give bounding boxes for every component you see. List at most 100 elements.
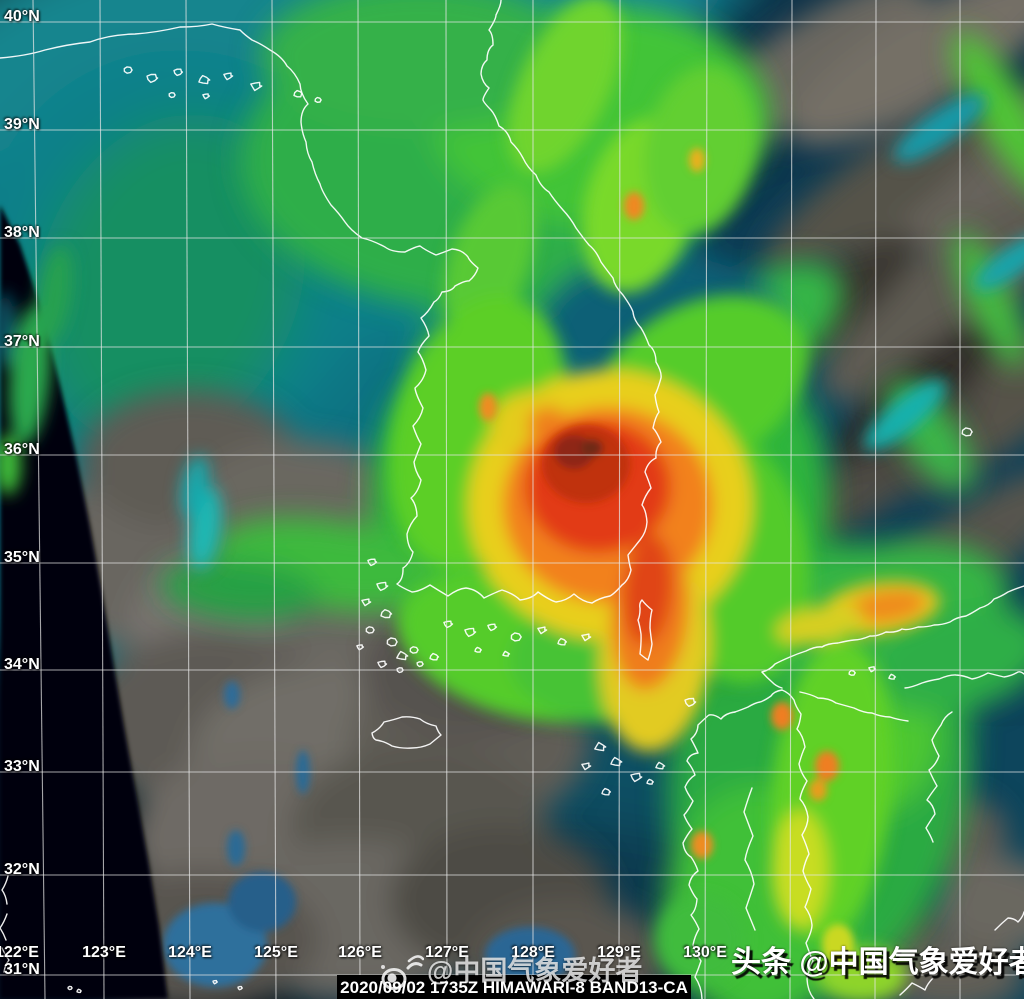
lat-label-34n: 34°N [4, 656, 40, 673]
island-outline [646, 778, 654, 785]
coastline-ariake [743, 787, 756, 931]
meridian-line [99, 0, 105, 999]
island-outline [474, 646, 482, 653]
coastline-shikoku-west [925, 711, 953, 843]
island-outline [377, 660, 388, 669]
island-outline [610, 756, 623, 767]
lat-label-38n: 38°N [4, 224, 40, 241]
meridian-line [874, 0, 877, 999]
coastline-kyushu-east [781, 689, 815, 999]
island-outline [684, 697, 697, 707]
lon-label-129e: 129°E [597, 944, 641, 961]
island-outline [581, 762, 592, 771]
meridian-line [445, 0, 448, 999]
island-outline [212, 979, 218, 985]
meridian-line [704, 0, 708, 999]
island-outline [356, 644, 365, 651]
island-outline [173, 68, 184, 77]
weibo-watermark: @中国气象爱好者 [378, 954, 642, 992]
meridian-line [789, 0, 793, 999]
coastline-kyushu-se [899, 977, 934, 996]
island-outline [202, 93, 211, 100]
island-outline [361, 598, 372, 607]
coastline-china [1, 947, 10, 973]
island-outline [409, 646, 419, 654]
coastline-kyushu-north [734, 689, 783, 713]
weibo-handle-text: @中国气象爱好者 [427, 956, 643, 986]
island-outline [416, 661, 424, 668]
lat-label-32n: 32°N [4, 861, 40, 878]
island-outline [293, 89, 303, 98]
lon-label-122e: 122°E [0, 944, 39, 961]
coastline-shimonoseki [761, 671, 783, 689]
coastline-china [1, 875, 9, 905]
lat-label-39n: 39°N [4, 116, 40, 133]
island-outline [168, 92, 176, 99]
lat-label-37n: 37°N [4, 333, 40, 350]
lat-label-36n: 36°N [4, 441, 40, 458]
island-outline [198, 74, 211, 85]
lon-label-128e: 128°E [511, 944, 555, 961]
island-outline [380, 609, 393, 619]
lon-label-125e: 125°E [254, 944, 298, 961]
coastline-shikoku-south [994, 911, 1024, 931]
island-outline [581, 633, 592, 642]
island-outline [67, 985, 73, 991]
island-outline [961, 427, 973, 437]
island-outline [365, 626, 375, 634]
island-outline [557, 637, 568, 646]
island-outline [76, 988, 82, 994]
island-outline [655, 761, 666, 770]
meridian-line [618, 0, 621, 999]
lat-label-33n: 33°N [4, 758, 40, 775]
coastline-kyushu-west [682, 711, 736, 999]
island-outline [848, 669, 856, 676]
island-outline [443, 620, 454, 629]
island-outline [888, 673, 897, 680]
lon-label-124e: 124°E [168, 944, 212, 961]
island-outline [314, 96, 322, 103]
coastline-jeju [371, 716, 442, 749]
island-outline [502, 650, 511, 657]
weibo-icon [381, 955, 424, 990]
island-outline [376, 581, 389, 592]
lat-label-31n: 31°N [4, 961, 40, 978]
lon-label-123e: 123°E [82, 944, 126, 961]
island-outline [510, 632, 522, 642]
island-outline [223, 72, 234, 81]
coastline-china [0, 913, 8, 941]
lon-label-130e: 130°E [683, 944, 727, 961]
lat-label-40n: 40°N [4, 8, 40, 25]
meridian-line [185, 0, 191, 999]
toutiao-watermark: 头条 @中国气象爱好者 [731, 946, 1024, 979]
lon-label-127e: 127°E [425, 944, 469, 961]
island-outline [250, 81, 263, 92]
meridian-line [271, 0, 277, 999]
island-outline [146, 73, 159, 84]
island-outline [367, 558, 378, 567]
meridian-line [357, 0, 361, 999]
island-outline [429, 652, 440, 661]
island-outline [464, 627, 477, 638]
island-outline [594, 741, 607, 752]
coastline-shikoku-north [904, 671, 1024, 689]
island-outline [237, 985, 243, 991]
island-outline [601, 787, 612, 796]
island-outline [630, 772, 643, 783]
island-outline [123, 66, 133, 74]
island-outline [868, 666, 877, 673]
island-outline [386, 637, 398, 647]
island-outline [487, 623, 498, 632]
coastline-suo [799, 691, 909, 722]
island-outline [396, 650, 409, 661]
lon-label-126e: 126°E [338, 944, 382, 961]
island-outline [537, 626, 548, 635]
coastline-korea-china [0, 0, 662, 604]
island-outline [396, 667, 404, 674]
lat-label-35n: 35°N [4, 549, 40, 566]
coastline-honshu [761, 585, 1024, 673]
